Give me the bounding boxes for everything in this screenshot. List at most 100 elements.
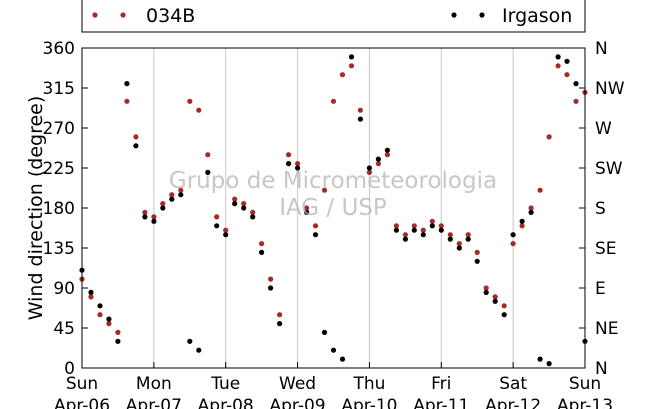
data-point xyxy=(366,169,372,175)
x-tick-date: Apr-11 xyxy=(413,396,469,409)
data-point xyxy=(169,192,175,198)
data-point xyxy=(528,205,534,211)
data-point xyxy=(537,356,543,362)
data-point xyxy=(402,236,408,242)
y-tick-label: 135 xyxy=(43,239,75,259)
data-point xyxy=(232,196,238,202)
y-axis-title: Wind direction (degree) xyxy=(25,96,47,321)
data-point xyxy=(142,209,148,215)
y-tick-label: 360 xyxy=(43,39,75,59)
x-tick-day: Sun xyxy=(66,374,98,394)
data-point xyxy=(402,232,408,238)
data-point xyxy=(339,356,346,362)
watermark-line-1: Grupo de Micrometeorologia xyxy=(169,168,497,194)
data-point xyxy=(510,241,516,247)
data-point xyxy=(196,347,202,353)
data-point xyxy=(420,232,426,238)
data-point xyxy=(456,241,462,247)
x-tick-day: Tue xyxy=(210,374,240,394)
y-tick-label: 0 xyxy=(64,359,75,379)
compass-tick-label: S xyxy=(595,199,606,219)
data-point xyxy=(178,187,184,193)
y-tick-label: 270 xyxy=(43,119,75,139)
data-point xyxy=(88,289,94,295)
data-point xyxy=(564,72,570,78)
x-tick-day: Sun xyxy=(569,374,601,394)
x-tick-day: Thu xyxy=(352,374,385,394)
data-point xyxy=(492,294,498,300)
compass-axis-ticks: N NE E SE S SW W NW N xyxy=(579,39,625,379)
data-point xyxy=(115,338,121,344)
data-point xyxy=(483,285,489,291)
legend-marker-irgason-1 xyxy=(451,12,457,18)
data-point xyxy=(160,201,166,207)
data-point xyxy=(97,312,103,318)
data-point xyxy=(97,303,103,309)
data-point xyxy=(357,116,363,122)
data-point xyxy=(223,232,229,238)
data-point xyxy=(88,294,94,300)
data-point xyxy=(555,54,561,60)
y-tick-label: 90 xyxy=(53,279,75,299)
data-point xyxy=(151,214,157,220)
x-tick-day: Sat xyxy=(499,374,527,394)
data-point xyxy=(133,134,139,140)
data-point xyxy=(133,143,139,149)
data-point xyxy=(465,236,471,242)
data-point xyxy=(384,152,390,158)
x-tick-date: Apr-13 xyxy=(557,396,613,409)
data-point xyxy=(501,312,507,318)
data-point xyxy=(196,107,202,113)
data-point xyxy=(456,245,462,251)
x-tick-day: Fri xyxy=(431,374,451,394)
data-point xyxy=(268,276,274,282)
legend-marker-034b-2 xyxy=(120,12,126,18)
data-point xyxy=(339,72,346,78)
data-point xyxy=(286,152,292,158)
data-point xyxy=(348,63,355,69)
data-point xyxy=(510,232,516,238)
x-tick-date: Apr-06 xyxy=(54,396,110,409)
watermark-line-2: IAG / USP xyxy=(279,195,387,221)
data-point xyxy=(429,218,435,224)
data-point xyxy=(286,161,292,167)
data-point xyxy=(312,232,319,238)
x-tick-date: Apr-09 xyxy=(270,396,326,409)
data-point xyxy=(169,196,175,202)
data-point xyxy=(178,192,184,198)
data-point xyxy=(187,98,193,104)
y-tick-label: 180 xyxy=(43,199,75,219)
y-tick-label: 315 xyxy=(43,79,75,99)
data-point xyxy=(519,218,525,224)
y-tick-label: 225 xyxy=(43,159,75,179)
data-point xyxy=(375,161,381,167)
data-point xyxy=(304,205,310,211)
data-point xyxy=(277,321,283,327)
data-point xyxy=(357,107,363,113)
series-034b xyxy=(79,63,588,335)
data-point xyxy=(555,63,561,69)
data-point xyxy=(223,227,229,233)
compass-tick-label: SW xyxy=(595,159,623,179)
data-point xyxy=(187,338,193,344)
data-point xyxy=(528,209,534,215)
data-point xyxy=(447,236,453,242)
data-point xyxy=(151,218,157,224)
data-point xyxy=(106,321,112,327)
data-point xyxy=(546,361,552,367)
data-points xyxy=(79,54,588,367)
data-point xyxy=(214,223,220,229)
data-point xyxy=(106,316,112,322)
data-point xyxy=(241,201,247,207)
data-point xyxy=(115,329,121,335)
legend-label-034b: 034B xyxy=(146,5,195,27)
legend-marker-irgason-2 xyxy=(479,12,485,18)
compass-tick-label: SE xyxy=(595,239,617,259)
data-point xyxy=(160,205,166,211)
y-axis-ticks: 0 45 90 135 180 225 270 315 360 xyxy=(43,39,88,379)
data-point xyxy=(205,152,211,158)
data-point xyxy=(564,58,570,64)
data-point xyxy=(492,298,498,304)
compass-tick-label: W xyxy=(595,119,612,139)
